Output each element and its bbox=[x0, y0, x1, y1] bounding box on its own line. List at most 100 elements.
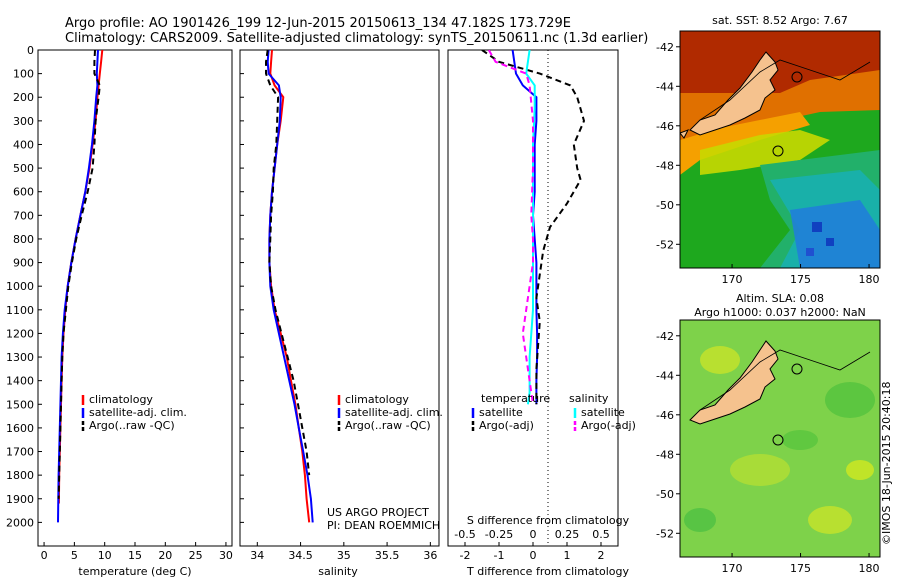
series-line-clim bbox=[57, 50, 104, 504]
depth-tick-label: 1100 bbox=[6, 304, 34, 317]
series-line-sat_s bbox=[525, 50, 536, 405]
depth-tick-label: 1200 bbox=[6, 327, 34, 340]
depth-tick-label: 800 bbox=[13, 233, 34, 246]
series-line-argo bbox=[265, 50, 311, 476]
depth-tick-label: 1900 bbox=[6, 493, 34, 506]
lon-tick-label: 170 bbox=[722, 273, 743, 286]
depth-tick-label: 400 bbox=[13, 138, 34, 151]
x-tick-label: 20 bbox=[158, 549, 172, 562]
lat-tick-label: -44 bbox=[656, 80, 674, 93]
difference-panel: -2 -1 0 1 2 T difference from climatology S … bbox=[447, 49, 636, 578]
lon-tick-label: 170 bbox=[722, 562, 743, 575]
lat-tick-label: -42 bbox=[656, 330, 674, 343]
x-tick-label: 30 bbox=[219, 549, 233, 562]
s-tick-label: -0.5 bbox=[454, 528, 475, 541]
lat-tick-label: -50 bbox=[656, 199, 674, 212]
lon-tick-label: 175 bbox=[790, 562, 811, 575]
depth-tick-label: 1700 bbox=[6, 446, 34, 459]
difference-series bbox=[481, 50, 586, 405]
s-difference-ticks: -0.5 -0.25 0 0.25 0.5 bbox=[454, 528, 609, 541]
depth-tick-label: 300 bbox=[13, 115, 34, 128]
sla-map-ticks: -42 -44 -46 -48 -50 -52 170 175 180 bbox=[656, 330, 880, 575]
s-difference-xlabel: S difference from climatology bbox=[467, 514, 630, 527]
x-tick-label: 36 bbox=[423, 549, 437, 562]
x-tick-label: -1 bbox=[494, 549, 505, 562]
salinity-x-axis: 34 34.5 35 35.5 36 bbox=[250, 542, 437, 562]
depth-tick-label: 2000 bbox=[6, 516, 34, 529]
lat-tick-label: -52 bbox=[656, 238, 674, 251]
title-line1: Argo profile: AO 1901426_199 12-Jun-2015… bbox=[65, 16, 571, 31]
depth-tick-label: 700 bbox=[13, 209, 34, 222]
lat-tick-label: -44 bbox=[656, 369, 674, 382]
salinity-panel: 34 34.5 35 35.5 36 salinity climatologysatel… bbox=[239, 49, 443, 578]
pi-text: PI: DEAN ROEMMICH bbox=[327, 519, 440, 532]
salinity-series bbox=[265, 50, 314, 523]
sla-map-title2: Argo h1000: 0.037 h2000: NaN bbox=[694, 306, 866, 319]
legend-label: Argo(..raw -QC) bbox=[345, 419, 431, 432]
sst-map bbox=[680, 31, 880, 268]
series-line-sat bbox=[266, 50, 314, 523]
lon-tick-label: 175 bbox=[790, 273, 811, 286]
legend-label: satellite bbox=[581, 406, 625, 419]
legend-label: satellite-adj. clim. bbox=[345, 406, 443, 419]
sla-map bbox=[680, 320, 880, 557]
legend-label: Argo(-adj) bbox=[479, 419, 534, 432]
lon-tick-label: 180 bbox=[859, 273, 880, 286]
t-difference-xlabel: T difference from climatology bbox=[466, 565, 629, 578]
salinity-y-ticks bbox=[240, 49, 244, 523]
lon-tick-label: 180 bbox=[859, 562, 880, 575]
lat-tick-label: -46 bbox=[656, 120, 674, 133]
lat-tick-label: -50 bbox=[656, 488, 674, 501]
depth-tick-label: 1800 bbox=[6, 469, 34, 482]
series-line-sat bbox=[57, 50, 99, 523]
x-tick-label: 25 bbox=[189, 549, 203, 562]
depth-tick-label: 0 bbox=[27, 44, 34, 57]
legend-label: climatology bbox=[345, 393, 409, 406]
x-tick-label: 5 bbox=[71, 549, 78, 562]
series-line-argo_s bbox=[487, 50, 534, 405]
x-tick-label: 15 bbox=[128, 549, 142, 562]
title-line2: Climatology: CARS2009. Satellite-adjuste… bbox=[65, 31, 648, 46]
sst-map-panel: sat. SST: 8.52 Argo: 7.67 -42 -44 -46 -48 -5… bbox=[656, 14, 881, 286]
temperature-x-axis: 0 5 10 15 20 25 30 bbox=[41, 542, 233, 562]
x-tick-label: 0 bbox=[41, 549, 48, 562]
legend-title-temperature: temperature bbox=[481, 392, 550, 405]
x-tick-label: 10 bbox=[98, 549, 112, 562]
depth-tick-label: 1600 bbox=[6, 422, 34, 435]
series-line-argo bbox=[57, 50, 101, 499]
lat-tick-label: -42 bbox=[656, 41, 674, 54]
legend-label: satellite-adj. clim. bbox=[89, 406, 187, 419]
depth-tick-label: 100 bbox=[13, 68, 34, 81]
s-tick-label: 0 bbox=[530, 528, 537, 541]
difference-x-axis: -2 -1 0 1 2 bbox=[460, 542, 605, 562]
lat-tick-label: -48 bbox=[656, 159, 674, 172]
legend-label: satellite bbox=[479, 406, 523, 419]
sst-map-title: sat. SST: 8.52 Argo: 7.67 bbox=[712, 14, 848, 27]
salinity-xlabel: salinity bbox=[318, 565, 358, 578]
depth-tick-label: 1500 bbox=[6, 398, 34, 411]
x-tick-label: 1 bbox=[564, 549, 571, 562]
lat-tick-label: -48 bbox=[656, 448, 674, 461]
sst-map-ticks: -42 -44 -46 -48 -50 -52 170 175 180 bbox=[656, 41, 880, 286]
depth-tick-label: 1400 bbox=[6, 375, 34, 388]
legend-label: Argo(-adj) bbox=[581, 419, 636, 432]
credit-text: US ARGO PROJECT bbox=[327, 506, 429, 519]
x-tick-label: -2 bbox=[460, 549, 471, 562]
depth-tick-label: 600 bbox=[13, 186, 34, 199]
x-tick-label: 35 bbox=[337, 549, 351, 562]
s-tick-label: -0.25 bbox=[485, 528, 513, 541]
depth-tick-label: 500 bbox=[13, 162, 34, 175]
sla-map-panel: Altim. SLA: 0.08 Argo h1000: 0.037 h2000… bbox=[656, 292, 893, 575]
x-tick-label: 0 bbox=[530, 549, 537, 562]
sla-map-title: Altim. SLA: 0.08 bbox=[736, 292, 824, 305]
lat-tick-label: -46 bbox=[656, 409, 674, 422]
lat-tick-label: -52 bbox=[656, 527, 674, 540]
temperature-series bbox=[57, 50, 104, 523]
sla-map-frame bbox=[679, 319, 881, 558]
depth-tick-label: 200 bbox=[13, 91, 34, 104]
x-tick-label: 34 bbox=[250, 549, 264, 562]
s-tick-label: 0.25 bbox=[555, 528, 580, 541]
